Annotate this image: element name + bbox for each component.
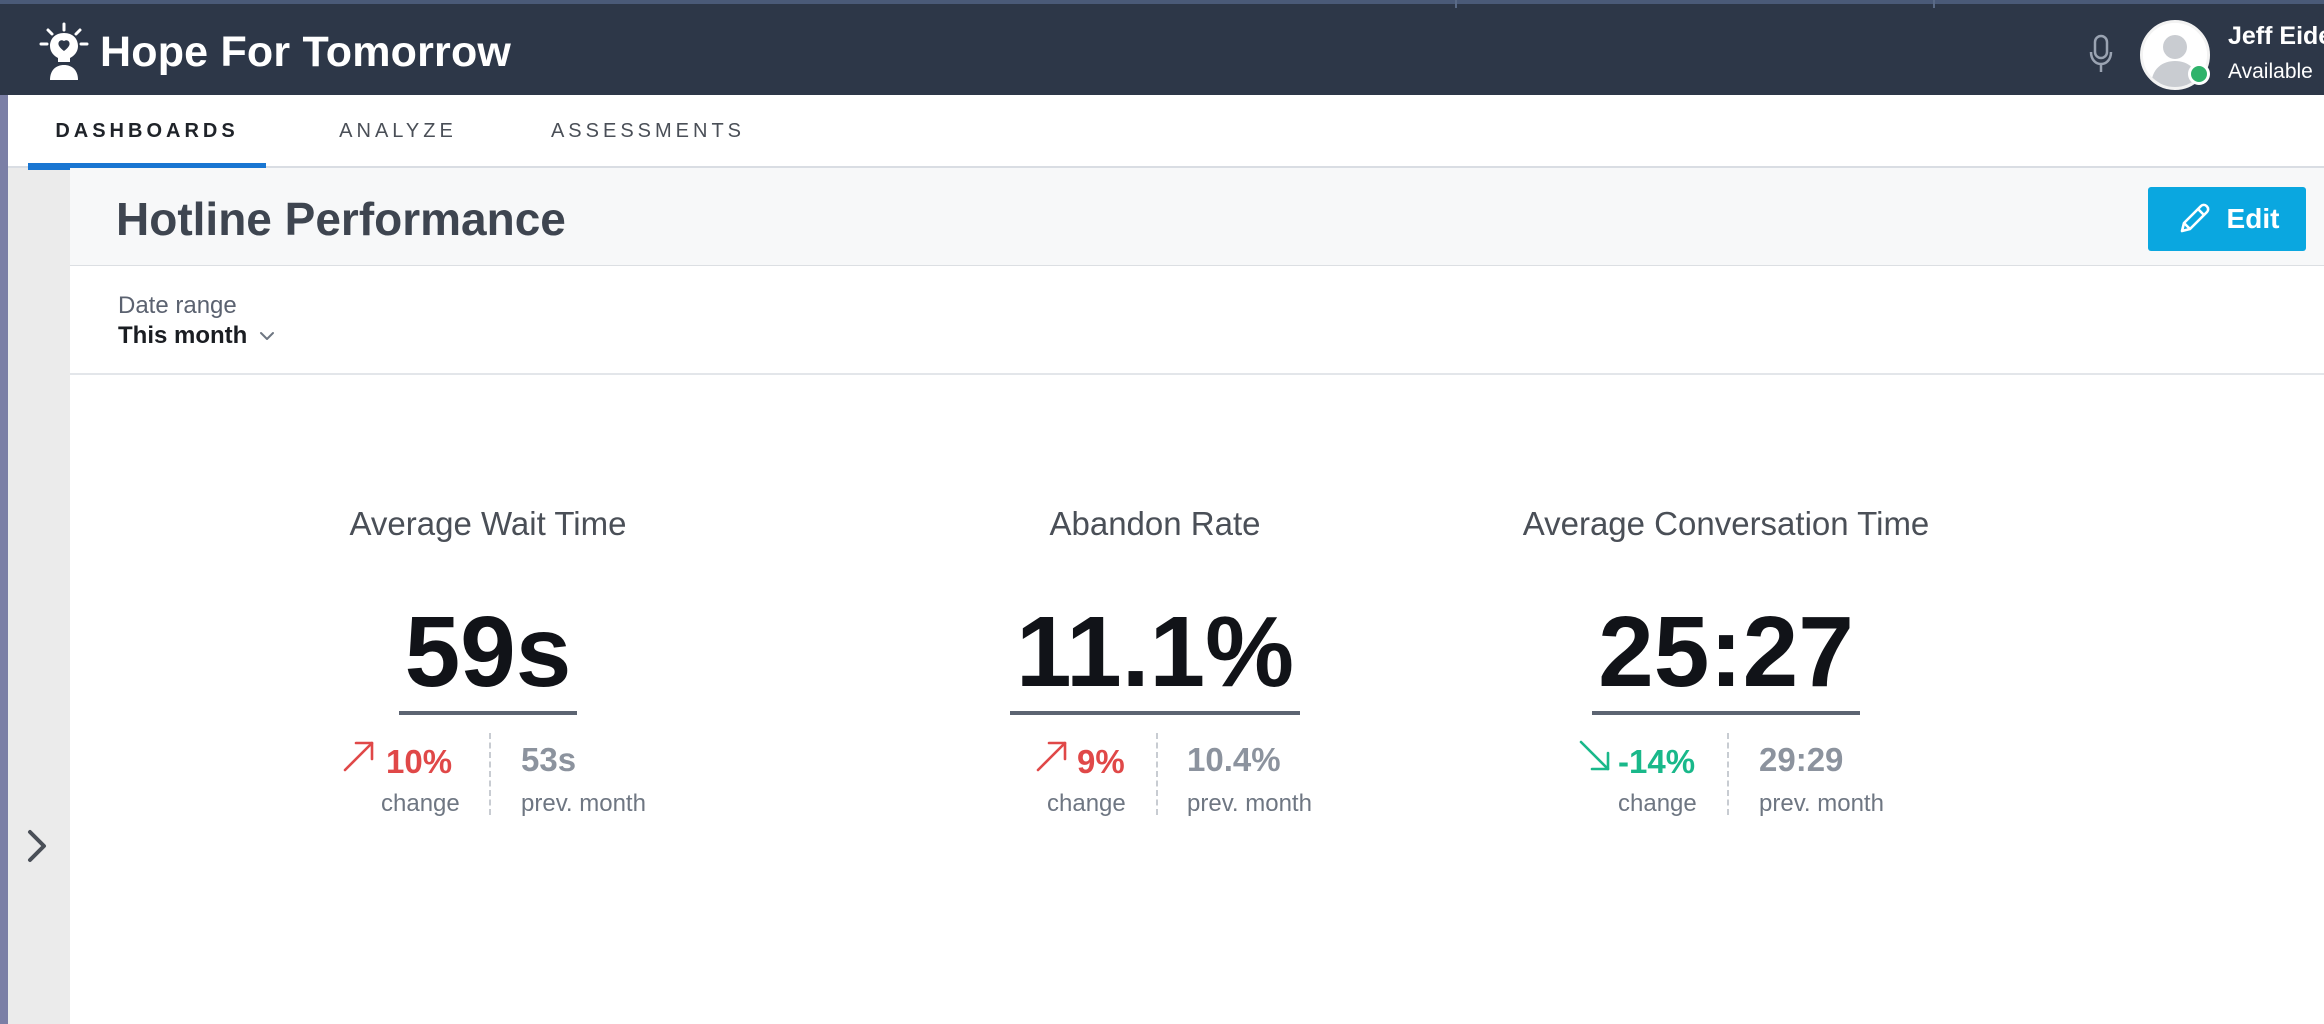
arrow-up-right-icon	[1036, 741, 1067, 772]
page-title: Hotline Performance	[116, 193, 566, 245]
main-tabs: DASHBOARDS ANALYZE ASSESSMENTS	[8, 95, 2324, 170]
header-divider	[1933, 0, 1935, 8]
change-percent: 10%	[386, 743, 453, 780]
metric-value: 11.1%	[1009, 597, 1301, 715]
change-label: change	[1618, 790, 1697, 817]
user-name[interactable]: Jeff Eide	[2228, 22, 2324, 50]
metric-abandon-rate: Abandon Rate 11.1% 9% change 10.4% prev.…	[875, 505, 1435, 825]
metric-title: Average Wait Time	[349, 505, 627, 542]
previous-label: prev. month	[1759, 790, 1884, 817]
previous-value: 53s	[521, 741, 577, 778]
chevron-down-icon	[260, 332, 275, 340]
presence-indicator	[2188, 63, 2210, 85]
tab-dashboards[interactable]: DASHBOARDS	[28, 95, 266, 170]
app-header: Hope For Tomorrow Jeff Eide Available	[0, 0, 2324, 95]
microphone-icon[interactable]	[2088, 34, 2114, 74]
previous-label: prev. month	[1187, 790, 1312, 817]
metric-divider	[1727, 733, 1729, 815]
dashboard-header: Hotline Performance Edit	[70, 168, 2324, 266]
change-percent: -14%	[1618, 743, 1696, 780]
metric-title: Abandon Rate	[1049, 505, 1261, 542]
arrow-up-right-icon	[343, 741, 374, 772]
edit-button-label: Edit	[2226, 203, 2280, 234]
metric-average-conversation-time: Average Conversation Time 25:27 -14% cha…	[1446, 505, 2006, 825]
tab-analyze[interactable]: ANALYZE	[339, 120, 457, 142]
metric-change: 10% change	[342, 733, 502, 818]
edit-button[interactable]: Edit	[2148, 187, 2306, 251]
side-rail	[8, 168, 70, 1024]
metric-title: Average Conversation Time	[1522, 505, 1930, 542]
metric-change: -14% change	[1578, 733, 1738, 818]
date-range-select[interactable]: This month	[118, 322, 275, 350]
metric-change: 9% change	[1035, 733, 1195, 818]
lightbulb-person-icon	[39, 22, 89, 80]
previous-value: 10.4%	[1187, 741, 1281, 778]
metric-value: 59s	[398, 597, 578, 715]
header-divider	[1455, 0, 1457, 8]
user-status[interactable]: Available	[2228, 60, 2313, 83]
metric-divider	[489, 733, 491, 815]
app-name: Hope For Tomorrow	[100, 27, 512, 76]
filter-bar: Date range This month	[70, 266, 2324, 375]
brand[interactable]: Hope For Tomorrow	[38, 22, 511, 82]
previous-label: prev. month	[521, 790, 646, 817]
date-range-label: Date range	[118, 292, 237, 319]
metric-value: 25:27	[1592, 597, 1860, 715]
previous-value: 29:29	[1759, 741, 1844, 778]
chevron-right-icon[interactable]	[22, 826, 52, 866]
change-percent: 9%	[1077, 743, 1125, 780]
change-label: change	[381, 790, 460, 817]
pencil-icon	[2180, 203, 2209, 233]
left-edge	[0, 95, 8, 1024]
tab-assessments[interactable]: ASSESSMENTS	[550, 120, 746, 142]
date-range-value: This month	[118, 322, 248, 349]
change-label: change	[1047, 790, 1126, 817]
arrow-down-right-icon	[1579, 740, 1610, 771]
metric-average-wait-time: Average Wait Time 59s 10% change 53s pre…	[208, 505, 768, 825]
metric-divider	[1156, 733, 1158, 815]
